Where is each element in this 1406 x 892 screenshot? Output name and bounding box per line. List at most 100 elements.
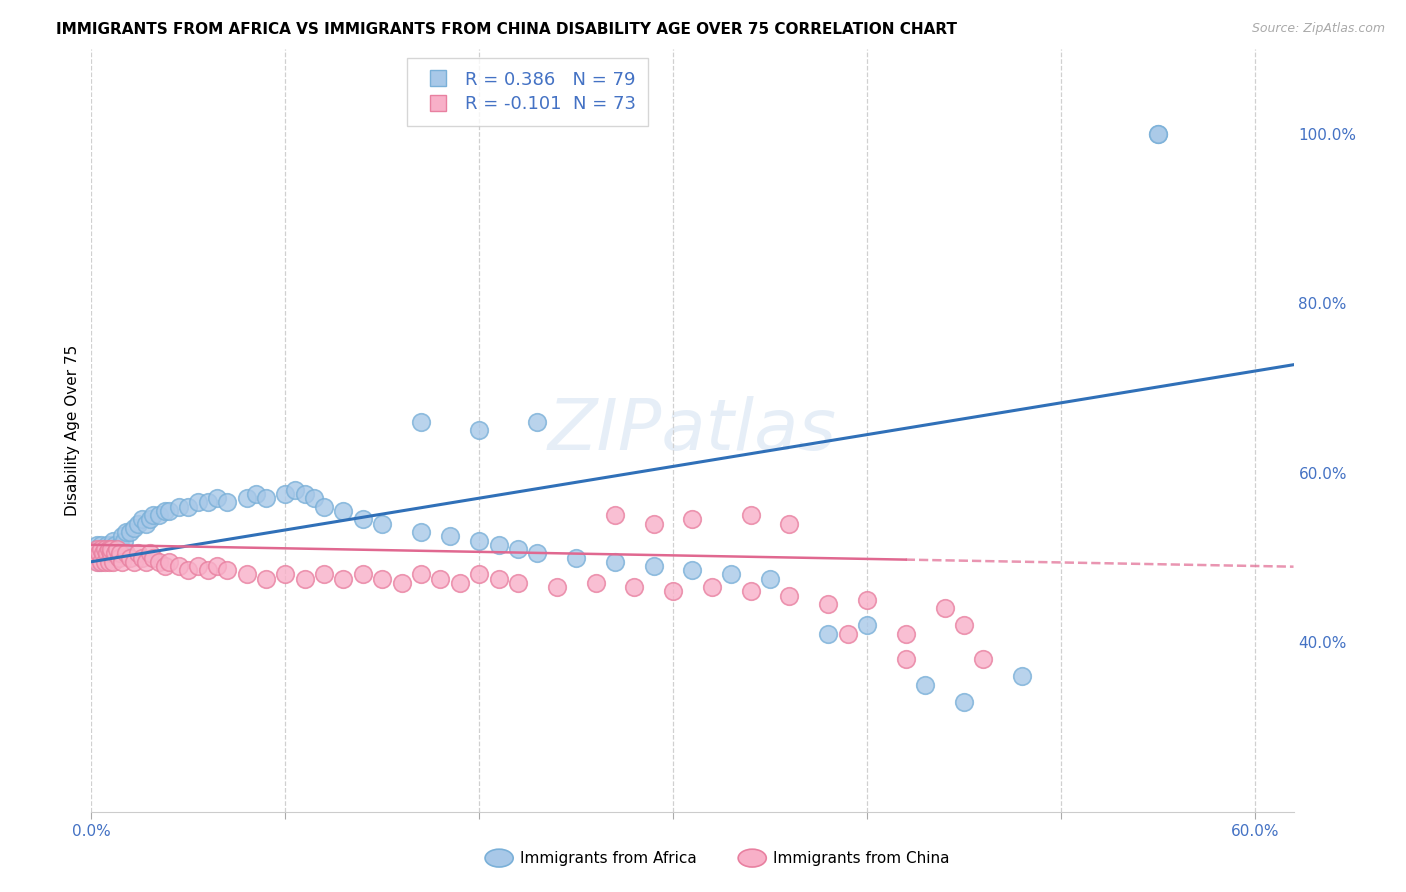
Point [148,508,170,523]
Point [894,627,917,641]
Point [274,567,297,582]
Point [94,550,117,565]
Point [105,542,128,557]
Point [449,576,471,591]
Point [468,424,491,438]
Point [131,512,153,526]
Point [914,678,936,692]
Point [122,521,145,535]
Point [94,546,117,560]
Point [274,487,297,501]
Point [352,512,374,526]
Point [565,550,588,565]
Point [187,495,209,509]
Y-axis label: Disability Age Over 75: Disability Age Over 75 [65,345,80,516]
Point [94,542,117,557]
Point [177,500,200,514]
Text: Source: ZipAtlas.com: Source: ZipAtlas.com [1251,22,1385,36]
Point [97,555,120,569]
Point [100,542,122,557]
Point [110,546,132,560]
Point [681,512,703,526]
Point [681,563,703,577]
Point [294,572,316,586]
Point [817,597,839,611]
Point [391,576,413,591]
Circle shape [738,849,766,867]
Point [778,516,800,531]
Point [235,567,257,582]
Point [526,415,548,429]
Point [100,542,122,557]
Point [104,538,127,552]
Point [740,508,762,523]
Point [135,516,157,531]
Point [207,558,229,574]
Point [97,546,120,560]
Point [837,627,859,641]
Point [91,546,114,560]
Point [127,546,149,560]
Legend: R = 0.386   N = 79, R = -0.101  N = 73: R = 0.386 N = 79, R = -0.101 N = 73 [406,58,648,126]
Point [122,555,145,569]
Point [312,567,335,582]
Point [153,558,176,574]
Point [371,572,394,586]
Point [934,601,956,615]
Point [89,555,111,569]
Point [197,563,219,577]
Point [96,550,118,565]
Point [131,550,153,565]
Point [120,524,142,539]
Point [526,546,548,560]
Point [97,542,120,557]
Point [856,593,879,607]
Point [488,538,510,552]
Point [100,538,122,552]
Point [856,618,879,632]
Circle shape [485,849,513,867]
Point [304,491,326,506]
Point [740,584,762,599]
Point [778,589,800,603]
Point [96,538,118,552]
Point [86,546,108,560]
Point [245,487,267,501]
Point [167,558,190,574]
Point [235,491,257,506]
Point [101,546,124,560]
Point [332,572,354,586]
Point [429,572,451,586]
Point [167,500,190,514]
Point [371,516,394,531]
Point [643,516,665,531]
Point [177,563,200,577]
Point [187,558,209,574]
Point [254,572,277,586]
Point [127,516,149,531]
Point [284,483,307,497]
Point [759,572,782,586]
Point [409,567,432,582]
Point [91,542,114,557]
Point [148,555,170,569]
Point [332,504,354,518]
Point [104,546,127,560]
Point [1146,127,1168,141]
Point [1011,669,1033,683]
Point [115,524,138,539]
Point [603,508,626,523]
Point [643,558,665,574]
Point [89,546,111,560]
Point [94,555,117,569]
Point [623,580,645,594]
Point [894,652,917,666]
Point [91,546,114,560]
Point [86,538,108,552]
Point [135,555,157,569]
Point [197,495,219,509]
Point [107,546,129,560]
Point [100,546,122,560]
Point [101,533,124,548]
Point [972,652,994,666]
